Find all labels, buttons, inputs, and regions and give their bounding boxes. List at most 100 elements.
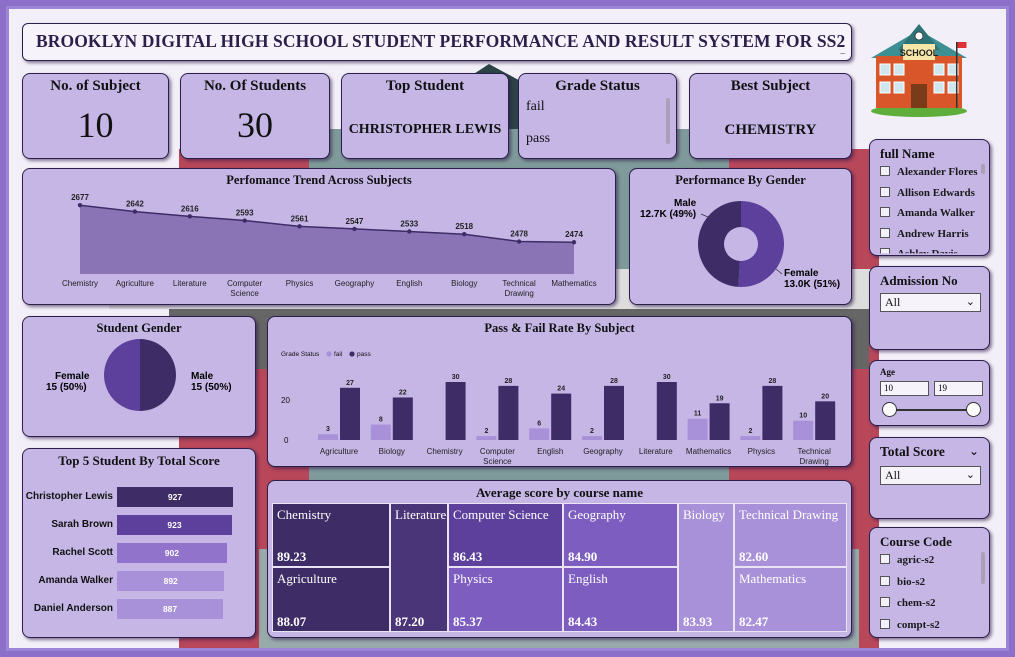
- bar-fail[interactable]: [318, 434, 338, 440]
- full-name-item[interactable]: Amanda Walker: [880, 207, 975, 219]
- bar-fail[interactable]: [793, 420, 814, 440]
- grade-status-scrollbar[interactable]: [666, 98, 670, 144]
- bar-pass[interactable]: [762, 385, 783, 440]
- age-slicer: Age 10 19: [869, 360, 990, 426]
- bar-fail[interactable]: [687, 418, 708, 440]
- age-slider-track: [890, 409, 974, 411]
- checkbox[interactable]: [880, 186, 890, 197]
- treemap-cell[interactable]: Physics 85.37: [448, 567, 563, 632]
- full-name-item[interactable]: Alexander Flores: [880, 166, 978, 178]
- trend-point: [407, 229, 412, 234]
- bar-pass[interactable]: [551, 393, 572, 440]
- checkbox[interactable]: [880, 597, 890, 607]
- legend-pass-label[interactable]: pass: [357, 351, 371, 358]
- age-max-input[interactable]: 19: [934, 381, 983, 396]
- age-slider-max-handle[interactable]: [966, 402, 981, 417]
- bar-pass[interactable]: [709, 403, 730, 440]
- course-code-item[interactable]: compt-s2: [880, 618, 940, 631]
- bar-pass[interactable]: [392, 397, 413, 440]
- top5-score-bar[interactable]: 887: [117, 599, 224, 619]
- pf-x-tick-label: Literature: [639, 447, 673, 456]
- grade-status-option-pass[interactable]: pass: [526, 131, 551, 146]
- bar-fail[interactable]: [529, 428, 550, 440]
- student-gender-title: Student Gender: [96, 321, 182, 335]
- trend-point: [187, 214, 192, 219]
- course-code-item-label: bio-s2: [897, 575, 926, 588]
- trend-chart-plot: 2677 2642 2616 2593 2561 2547 2533 2518 2478 2474…: [62, 193, 597, 298]
- legend-fail-swatch: [326, 351, 332, 357]
- full-name-item-label: Alexander Flores: [897, 166, 978, 178]
- bar-pass[interactable]: [815, 401, 836, 440]
- gender-perf-male-value: 12.7K (49%): [640, 209, 697, 220]
- treemap-course-name: Agriculture: [277, 571, 337, 586]
- full-name-item-label: Ashley Davis: [897, 248, 958, 256]
- bar-pass[interactable]: [445, 382, 466, 440]
- full-name-item-label: Amanda Walker: [897, 207, 975, 219]
- performance-trend-chart: Perfomance Trend Across Subjects 2677 264…: [22, 168, 616, 305]
- gender-perf-male-label: Male: [674, 198, 697, 209]
- total-score-dropdown[interactable]: All ⌄: [880, 466, 981, 485]
- bar-fail[interactable]: [582, 436, 602, 440]
- full-name-item[interactable]: Allison Edwards: [880, 186, 975, 199]
- top5-score-bar[interactable]: 892: [117, 571, 225, 591]
- treemap-area: Chemistry 89.23 Agriculture 88.07 Literature…: [272, 503, 847, 633]
- top5-score-bar[interactable]: 902: [117, 543, 227, 563]
- trend-data-label: 2561: [291, 214, 309, 223]
- bar-pass[interactable]: [340, 387, 360, 440]
- treemap-cell[interactable]: Computer Science 86.43: [448, 503, 563, 567]
- checkbox[interactable]: [880, 207, 890, 217]
- full-name-scrollbar[interactable]: [981, 164, 985, 174]
- treemap-cell[interactable]: Chemistry 89.23: [272, 503, 390, 567]
- bar-pass-value: 22: [399, 389, 407, 396]
- chevron-down-icon[interactable]: ⌄: [969, 444, 980, 458]
- gender-perf-title: Performance By Gender: [675, 173, 806, 187]
- trend-point: [132, 209, 138, 214]
- bar-fail[interactable]: [370, 424, 391, 440]
- checkbox[interactable]: [880, 248, 890, 254]
- trend-point: [297, 224, 302, 229]
- treemap-cell[interactable]: Technical Drawing 82.60: [734, 503, 847, 567]
- course-code-item[interactable]: agric-s2: [880, 554, 934, 566]
- bar-pass[interactable]: [498, 385, 519, 440]
- y-tick-label: 0: [284, 436, 289, 445]
- full-name-item-label: Allison Edwards: [897, 186, 975, 199]
- bar-pass-value: 30: [663, 374, 671, 381]
- bar-pass[interactable]: [656, 382, 677, 440]
- bar-pass-value: 24: [557, 386, 565, 393]
- bar-pass[interactable]: [604, 385, 624, 440]
- treemap-cell[interactable]: Literature 87.20: [390, 503, 448, 632]
- bar-fail[interactable]: [476, 436, 497, 440]
- course-code-item[interactable]: bio-s2: [880, 575, 926, 588]
- course-code-item-label: agric-s2: [897, 554, 935, 566]
- grade-status-option-fail[interactable]: fail: [526, 99, 545, 114]
- grade-status-slicer: Grade Status fail pass: [518, 73, 677, 159]
- admission-no-dropdown[interactable]: All ⌄: [880, 293, 981, 312]
- course-code-item[interactable]: chem-s2: [880, 597, 936, 609]
- treemap-cell[interactable]: English 84.43: [563, 567, 678, 632]
- bar-fail-value: 11: [694, 411, 702, 418]
- treemap-cell[interactable]: Biology 83.93: [678, 503, 734, 632]
- checkbox[interactable]: [880, 554, 890, 564]
- treemap-course-name: Technical Drawing: [739, 507, 839, 522]
- treemap-cell[interactable]: Mathematics 82.47: [734, 567, 847, 632]
- pie-slice-female: [104, 339, 140, 411]
- trend-x-tick-label: Computer: [227, 279, 262, 288]
- treemap-cell[interactable]: Agriculture 88.07: [272, 567, 390, 632]
- trend-x-tick-label: Geography: [335, 279, 375, 288]
- full-name-item[interactable]: Andrew Harris: [880, 227, 969, 240]
- treemap-cell[interactable]: Geography 84.90: [563, 503, 678, 567]
- checkbox[interactable]: [880, 227, 890, 238]
- average-score-treemap: Average score by course name Chemistry 89…: [267, 480, 852, 638]
- checkbox[interactable]: [880, 575, 890, 586]
- full-name-item[interactable]: Ashley Davis: [880, 248, 958, 256]
- course-code-scrollbar[interactable]: [981, 552, 985, 584]
- top5-score-bar[interactable]: 923: [117, 515, 232, 535]
- bar-fail[interactable]: [740, 436, 761, 440]
- legend-fail-label[interactable]: fail: [334, 351, 343, 358]
- checkbox[interactable]: [880, 166, 890, 176]
- age-min-input[interactable]: 10: [880, 381, 929, 396]
- checkbox[interactable]: [880, 618, 890, 629]
- top5-score-bar[interactable]: 927: [117, 487, 233, 507]
- kpi-card-best-subject: Best Subject CHEMISTRY: [689, 73, 852, 159]
- age-slider-min-handle[interactable]: [882, 402, 897, 417]
